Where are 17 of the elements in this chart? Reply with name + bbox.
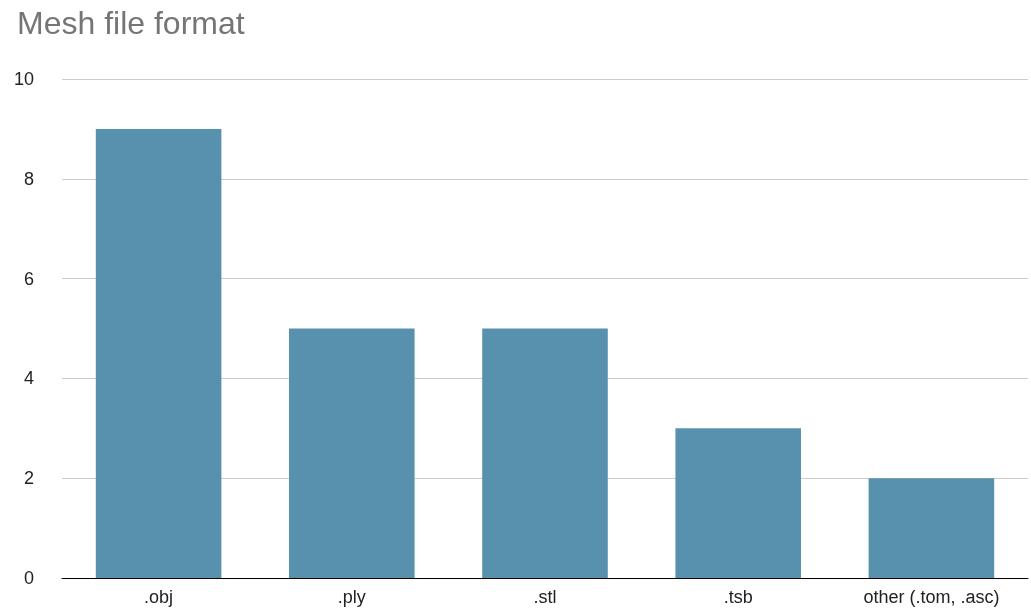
chart-title: Mesh file format bbox=[17, 5, 245, 41]
bar bbox=[868, 478, 995, 578]
bar bbox=[95, 128, 222, 578]
bar bbox=[675, 428, 801, 578]
x-tick-label: .tsb bbox=[723, 587, 753, 607]
y-tick-label: 2 bbox=[23, 468, 34, 489]
x-tick-label: .obj bbox=[144, 587, 174, 607]
x-tick-label: other (.tom, .asc) bbox=[863, 587, 1000, 607]
y-tick-label: 10 bbox=[13, 69, 34, 89]
y-tick-label: 8 bbox=[23, 168, 34, 189]
x-tick-label: .stl bbox=[533, 587, 557, 607]
y-tick-label: 4 bbox=[23, 368, 34, 389]
bar bbox=[289, 328, 415, 578]
y-tick-label: 0 bbox=[23, 568, 34, 588]
x-tick-label: .ply bbox=[337, 587, 366, 607]
bar bbox=[482, 328, 608, 578]
y-tick-label: 6 bbox=[23, 268, 34, 289]
